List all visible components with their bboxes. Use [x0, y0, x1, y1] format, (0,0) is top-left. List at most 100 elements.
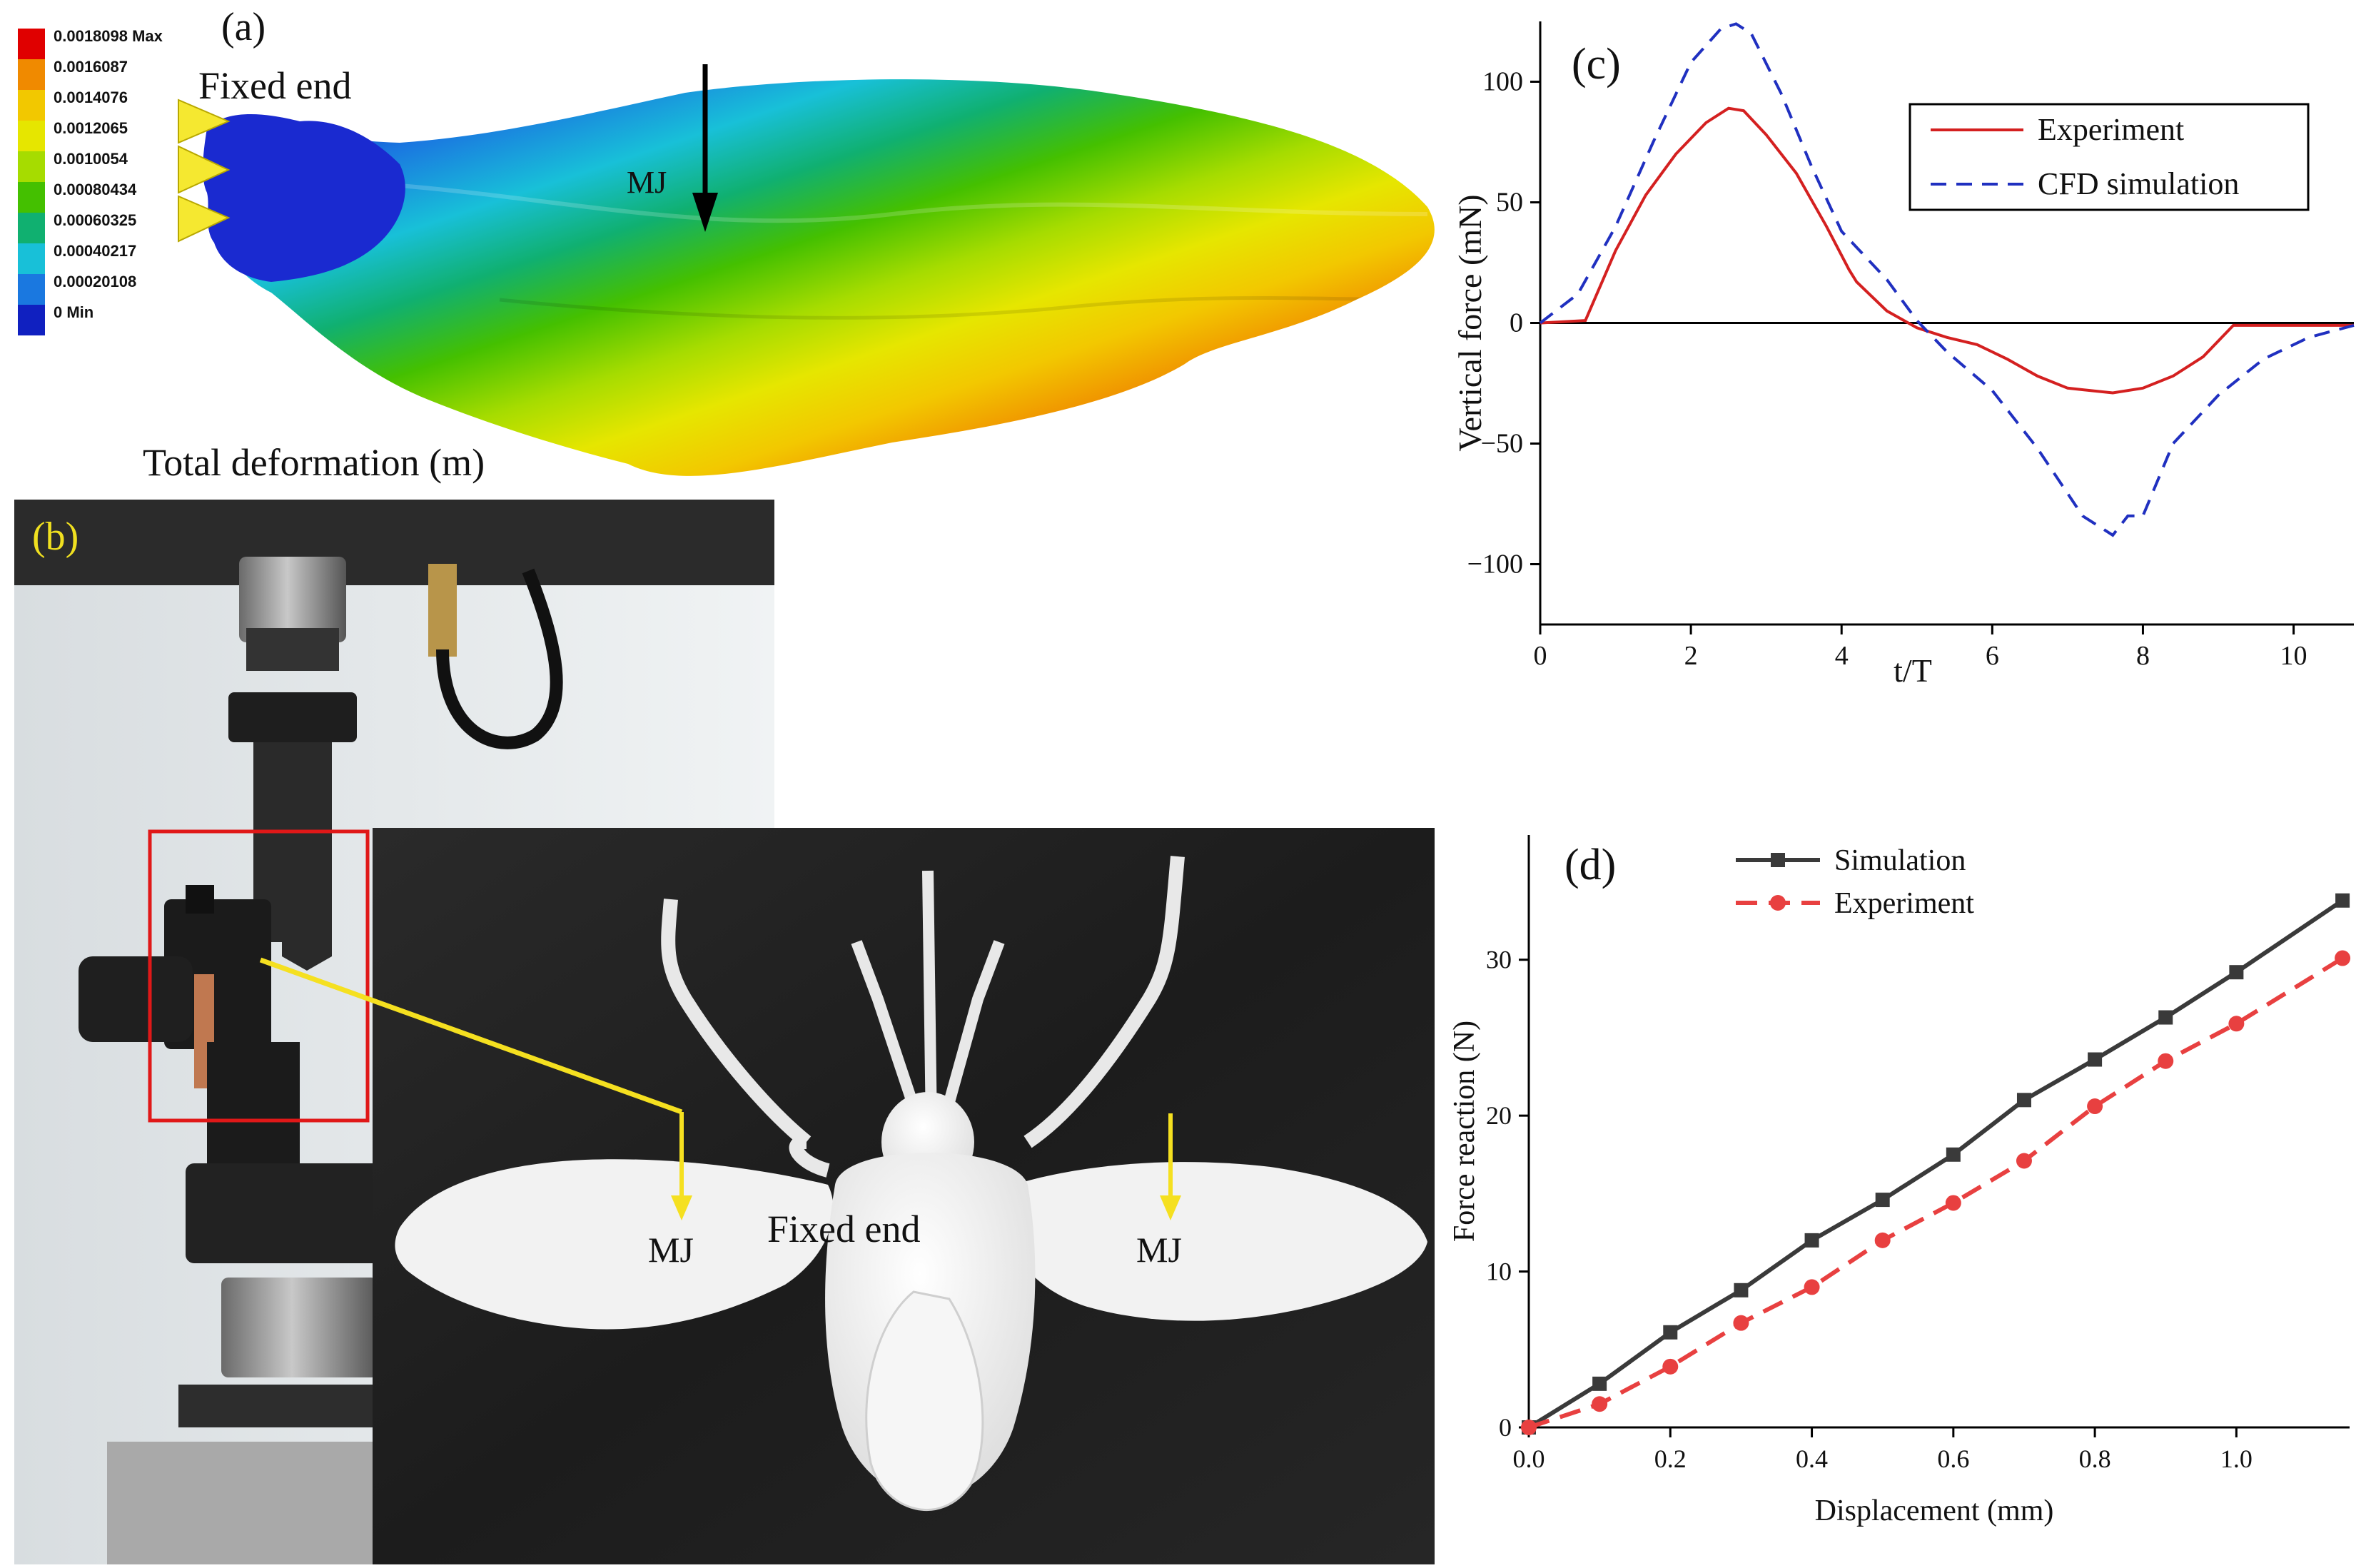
leader-line [259, 957, 683, 1115]
data-point [2335, 950, 2351, 966]
data-point [1521, 1420, 1537, 1435]
x-tick-label: 8 [2136, 641, 2150, 671]
data-point [2229, 965, 2244, 980]
data-point [1804, 1233, 1819, 1248]
rig-crosshead [239, 557, 346, 642]
data-point [1592, 1396, 1608, 1412]
scale-swatch [18, 59, 45, 90]
panel-label: (c) [1572, 40, 1621, 88]
panel-a-deformation-contour: MJ (a) Fixed end Total deformation (m) 0… [0, 0, 1449, 500]
y-tick-label: 30 [1486, 946, 1512, 974]
x-tick-label: 0.6 [1937, 1445, 1969, 1473]
y-axis-label: Force reaction (N) [1449, 1021, 1481, 1242]
y-tick-label: 100 [1482, 67, 1523, 97]
scale-swatch [18, 121, 45, 151]
y-tick-label: −50 [1481, 429, 1523, 459]
scale-swatch [18, 29, 45, 59]
rig-top-plate [14, 500, 774, 585]
x-tick-label: 0.2 [1654, 1445, 1687, 1473]
model-left-leg [661, 899, 812, 1148]
data-point [2016, 1093, 2031, 1108]
legend: Experiment CFD simulation [1909, 103, 2310, 211]
rig-lower-cylinder [221, 1278, 378, 1377]
x-tick-label: 4 [1835, 641, 1849, 671]
model-right-leg [1023, 856, 1185, 1148]
data-point [1662, 1358, 1679, 1375]
wing-shape [207, 79, 1435, 476]
x-tick-label: 6 [1986, 641, 1999, 671]
legend-label: Simulation [1834, 844, 1966, 877]
model-right-wing [1005, 1162, 1427, 1321]
scale-swatch [18, 305, 45, 335]
legend-frame [1909, 103, 2310, 211]
series-line [1539, 22, 2355, 537]
scale-level-label: 0.0014076 [54, 88, 128, 106]
scale-swatch [18, 213, 45, 243]
test-rig-photo: (b) MJ MJ Fixed end [14, 500, 1435, 1564]
rig-cable [436, 568, 563, 749]
series-line [1528, 956, 2344, 1430]
x-axis-label: Displacement (mm) [1815, 1494, 2054, 1527]
fixed-support-marker-2 [178, 145, 231, 194]
model-left-antenna [851, 940, 926, 1130]
x-tick-label: 2 [1684, 641, 1698, 671]
y-tick-label: 10 [1486, 1258, 1512, 1286]
highlight-box [148, 829, 370, 1123]
mj-left-label: MJ [648, 1230, 694, 1270]
panel-c-chart: 100 50 0 −50 −100 0 2 4 6 8 10 t/T Vertical force (m… [1449, 0, 2371, 757]
rig-lower-base [186, 1163, 400, 1263]
legend-marker [1770, 895, 1786, 911]
data-point [1663, 1325, 1678, 1340]
x-tick-label: 1.0 [2220, 1445, 2253, 1473]
series-line [1540, 106, 2354, 395]
scale-level-label: 0.0012065 [54, 119, 128, 137]
data-point [1733, 1315, 1749, 1331]
scale-level-label: 0.0018098 Max [54, 27, 163, 45]
rig-knob-body [79, 956, 193, 1042]
data-point [1804, 1279, 1820, 1295]
panel-label: (d) [1564, 841, 1616, 889]
series-line [1527, 899, 2344, 1430]
data-point [2087, 1098, 2103, 1115]
data-point [1874, 1232, 1891, 1248]
x-tick-label: 10 [2280, 641, 2307, 671]
fixed-support-marker-1 [178, 98, 231, 144]
legend-marker [1771, 853, 1785, 867]
panel-a-label: (a) [221, 5, 266, 49]
series-cfd-simulation [1539, 22, 2355, 537]
deformation-figure: MJ (a) Fixed end Total deformation (m) 0… [18, 5, 1435, 484]
x-tick-label: 0.8 [2079, 1445, 2111, 1473]
y-tick-label: 20 [1486, 1101, 1512, 1130]
rig-probe-tip [282, 942, 332, 971]
model-center-antenna [922, 870, 937, 1128]
data-point [2228, 1016, 2245, 1032]
vertical-force-chart: 100 50 0 −50 −100 0 2 4 6 8 10 t/T Vertical force (m… [1452, 21, 2355, 689]
rig-cable-connector [428, 564, 457, 657]
data-point [1734, 1283, 1749, 1298]
data-point [2158, 1053, 2174, 1069]
panel-b-label: (b) [32, 515, 79, 559]
mj-label: MJ [627, 165, 667, 200]
scale-swatch [18, 151, 45, 182]
force-reaction-chart: 0 10 20 30 0.0 0.2 0.4 0.6 0.8 1.0 Displacement (m… [1448, 835, 2351, 1527]
series-simulation [1522, 893, 2350, 1435]
legend-label: Experiment [1834, 887, 1974, 920]
data-point [1946, 1147, 1961, 1162]
y-axis-label: Vertical force (mN) [1452, 194, 1488, 451]
model-left-wing [395, 1159, 834, 1330]
panel-b-photo: (b) MJ MJ Fixed end [0, 500, 1449, 1564]
rig-clamp-screw [186, 885, 214, 914]
x-axis-label: t/T [1894, 652, 1932, 689]
legend: Simulation Experiment [1736, 844, 1974, 920]
scale-level-label: 0.0016087 [54, 58, 128, 76]
scale-swatch [18, 182, 45, 213]
panel-d-chart: 0 10 20 30 0.0 0.2 0.4 0.6 0.8 1.0 Displacement (m… [1448, 799, 2371, 1564]
rig-crosshead-collar [246, 628, 339, 671]
model-right-antenna [936, 940, 1005, 1130]
fixed-support-marker-3 [178, 195, 231, 243]
fixed-end-photo-label: Fixed end [767, 1208, 920, 1250]
mj-right-arrow-head [1160, 1195, 1181, 1220]
scale-level-label: 0.00080434 [54, 181, 137, 198]
data-point [1592, 1376, 1607, 1391]
rig-lower-column [207, 1042, 300, 1185]
